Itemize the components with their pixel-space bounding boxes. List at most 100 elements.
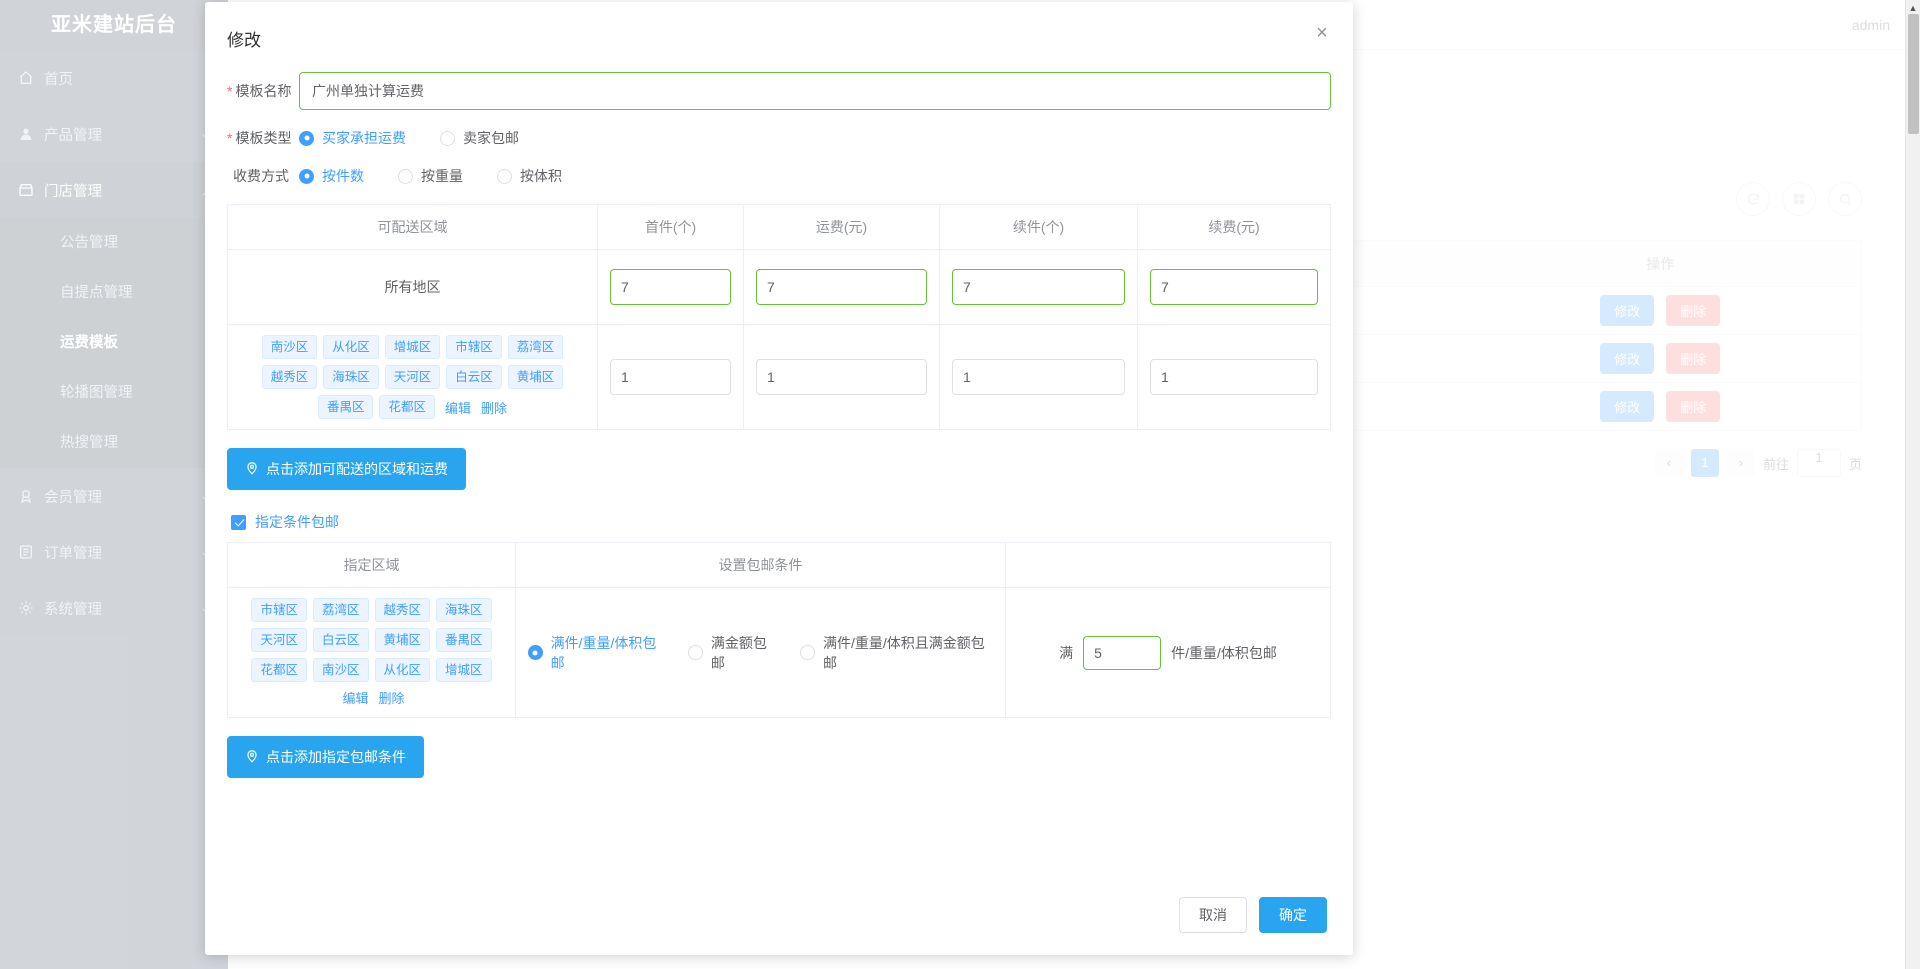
edit-link[interactable]: 编辑	[445, 400, 472, 416]
region-tag[interactable]: 市辖区	[251, 598, 307, 622]
radio-buyer-pays[interactable]: 买家承担运费	[299, 128, 406, 148]
region-tag[interactable]: 黄埔区	[374, 628, 431, 652]
region-tag[interactable]: 天河区	[384, 365, 441, 389]
template-name-label: 模板名称	[227, 81, 299, 101]
first-item-input[interactable]: 7	[610, 269, 731, 305]
region-tag[interactable]: 增城区	[384, 335, 441, 359]
free-table-header: 指定区域 设置包邮条件	[228, 543, 1330, 588]
radio-dot-icon	[299, 130, 314, 146]
region-tag[interactable]: 荔湾区	[507, 335, 564, 359]
delete-link[interactable]: 删除	[481, 400, 508, 416]
edit-freight-template-dialog: 修改 × 模板名称 广州单独计算运费 模板类型 买家承担运费	[205, 2, 1353, 955]
region-tag[interactable]: 从化区	[323, 335, 379, 359]
scrollbar-thumb[interactable]	[1908, 14, 1919, 134]
shipping-area-table: 可配送区域 首件(个) 运费(元) 续件(个) 续费(元) 所有地区 7 7	[227, 204, 1331, 430]
region-tag[interactable]: 天河区	[251, 628, 307, 652]
region-tag[interactable]: 海珠区	[436, 598, 492, 622]
radio-full-piece[interactable]: 满件/重量/体积包邮	[528, 633, 666, 673]
radio-dot-icon	[528, 645, 543, 660]
next-fee-input[interactable]: 1	[1150, 359, 1318, 395]
region-tag[interactable]: 市辖区	[446, 335, 502, 359]
header-next-fee: 续费(元)	[1208, 219, 1260, 235]
region-tag[interactable]: 增城区	[436, 658, 492, 682]
next-fee-input[interactable]: 7	[1150, 269, 1318, 305]
region-tag-list: 南沙区 从化区 增城区 市辖区 荔湾区 越秀区 海珠区 天河区 白云区 黄埔区 …	[240, 335, 585, 419]
cancel-button[interactable]: 取消	[1179, 897, 1247, 933]
free-shipping-checkbox-label: 指定条件包邮	[255, 514, 339, 530]
radio-label: 满件/重量/体积包邮	[550, 634, 657, 671]
add-shipping-area-button[interactable]: 点击添加可配送的区域和运费	[227, 448, 466, 490]
shipping-table-row: 所有地区 7 7 7 7	[228, 250, 1330, 325]
freight-cell: 1	[744, 325, 940, 429]
template-type-row: 模板类型 买家承担运费 卖家包邮	[227, 128, 1331, 148]
region-tag[interactable]: 越秀区	[374, 598, 431, 622]
region-tag[interactable]: 番禺区	[317, 395, 374, 419]
dialog-header: 修改 ×	[205, 2, 1353, 62]
free-value-line: 满 5 件/重量/体积包邮	[1059, 635, 1277, 670]
radio-dot-icon	[497, 168, 512, 184]
region-tag[interactable]: 黄埔区	[507, 365, 564, 389]
region-tag[interactable]: 从化区	[374, 658, 431, 682]
region-tag[interactable]: 番禺区	[436, 628, 492, 652]
radio-seller-free[interactable]: 卖家包邮	[440, 128, 519, 148]
radio-by-weight[interactable]: 按重量	[398, 166, 463, 186]
freight-cell: 7	[744, 250, 940, 324]
shipping-table-row: 南沙区 从化区 增城区 市辖区 荔湾区 越秀区 海珠区 天河区 白云区 黄埔区 …	[228, 325, 1330, 429]
dialog-footer: 取消 确定	[1179, 897, 1327, 933]
next-fee-cell: 7	[1138, 250, 1330, 324]
free-table-row: 市辖区 荔湾区 越秀区 海珠区 天河区 白云区 黄埔区 番禺区 花都区 南沙区 …	[228, 588, 1330, 717]
checkbox-checked-icon[interactable]	[231, 514, 246, 530]
specified-region-tag-list: 市辖区 荔湾区 越秀区 海珠区 天河区 白云区 黄埔区 番禺区 花都区 南沙区 …	[240, 598, 503, 707]
radio-by-piece[interactable]: 按件数	[299, 166, 364, 186]
charge-method-radio-group: 按件数 按重量 按体积	[299, 166, 562, 186]
next-item-input[interactable]: 7	[952, 269, 1125, 305]
radio-full-amount[interactable]: 满金额包邮	[688, 633, 778, 673]
first-item-cell: 1	[598, 325, 744, 429]
region-tag[interactable]: 越秀区	[261, 365, 318, 389]
confirm-button[interactable]: 确定	[1259, 897, 1327, 933]
scroll-up-icon[interactable]: ▲	[1908, 3, 1918, 13]
next-fee-cell: 1	[1138, 325, 1330, 429]
radio-dot-icon	[688, 645, 703, 660]
radio-full-piece-and-amount[interactable]: 满件/重量/体积且满金额包邮	[800, 633, 993, 673]
region-tag[interactable]: 白云区	[312, 628, 369, 652]
radio-dot-icon	[299, 168, 314, 184]
radio-dot-icon	[440, 130, 455, 146]
template-name-input[interactable]: 广州单独计算运费	[299, 72, 1331, 110]
free-value-cell: 满 5 件/重量/体积包邮	[1006, 588, 1330, 717]
radio-dot-icon	[398, 168, 413, 184]
free-threshold-input[interactable]: 5	[1083, 635, 1162, 670]
free-shipping-checkbox-row[interactable]: 指定条件包邮	[231, 512, 1331, 532]
page-scrollbar[interactable]: ▲	[1905, 0, 1920, 969]
region-tag[interactable]: 花都区	[379, 395, 435, 419]
region-text: 所有地区	[384, 279, 441, 295]
add-free-condition-label: 点击添加指定包邮条件	[266, 749, 406, 765]
region-tag[interactable]: 南沙区	[312, 658, 369, 682]
charge-method-row: 收费方式 按件数 按重量 按体积	[227, 166, 1331, 186]
value-prefix-label: 满	[1059, 644, 1074, 661]
freight-input[interactable]: 1	[756, 359, 927, 395]
freight-input[interactable]: 7	[756, 269, 927, 305]
region-tag[interactable]: 白云区	[446, 365, 502, 389]
close-icon[interactable]: ×	[1316, 22, 1328, 44]
region-tag[interactable]: 荔湾区	[312, 598, 369, 622]
radio-label: 按重量	[421, 168, 463, 184]
delete-link[interactable]: 删除	[378, 691, 405, 706]
region-tag[interactable]: 花都区	[251, 658, 307, 682]
shipping-table-header: 可配送区域 首件(个) 运费(元) 续件(个) 续费(元)	[228, 205, 1330, 250]
first-item-input[interactable]: 1	[610, 359, 731, 395]
add-free-condition-button[interactable]: 点击添加指定包邮条件	[227, 736, 424, 778]
edit-link[interactable]: 编辑	[342, 691, 369, 706]
template-type-label: 模板类型	[227, 128, 299, 148]
radio-label: 卖家包邮	[463, 130, 519, 146]
region-tag[interactable]: 海珠区	[323, 365, 379, 389]
radio-by-volume[interactable]: 按体积	[497, 166, 562, 186]
dialog-title: 修改	[227, 31, 261, 50]
header-next-item: 续件(个)	[940, 205, 1138, 249]
radio-label: 按体积	[520, 168, 562, 184]
add-shipping-area-label: 点击添加可配送的区域和运费	[266, 461, 448, 477]
next-item-input[interactable]: 1	[952, 359, 1125, 395]
region-tag[interactable]: 南沙区	[261, 335, 318, 359]
location-pin-icon	[245, 749, 259, 766]
